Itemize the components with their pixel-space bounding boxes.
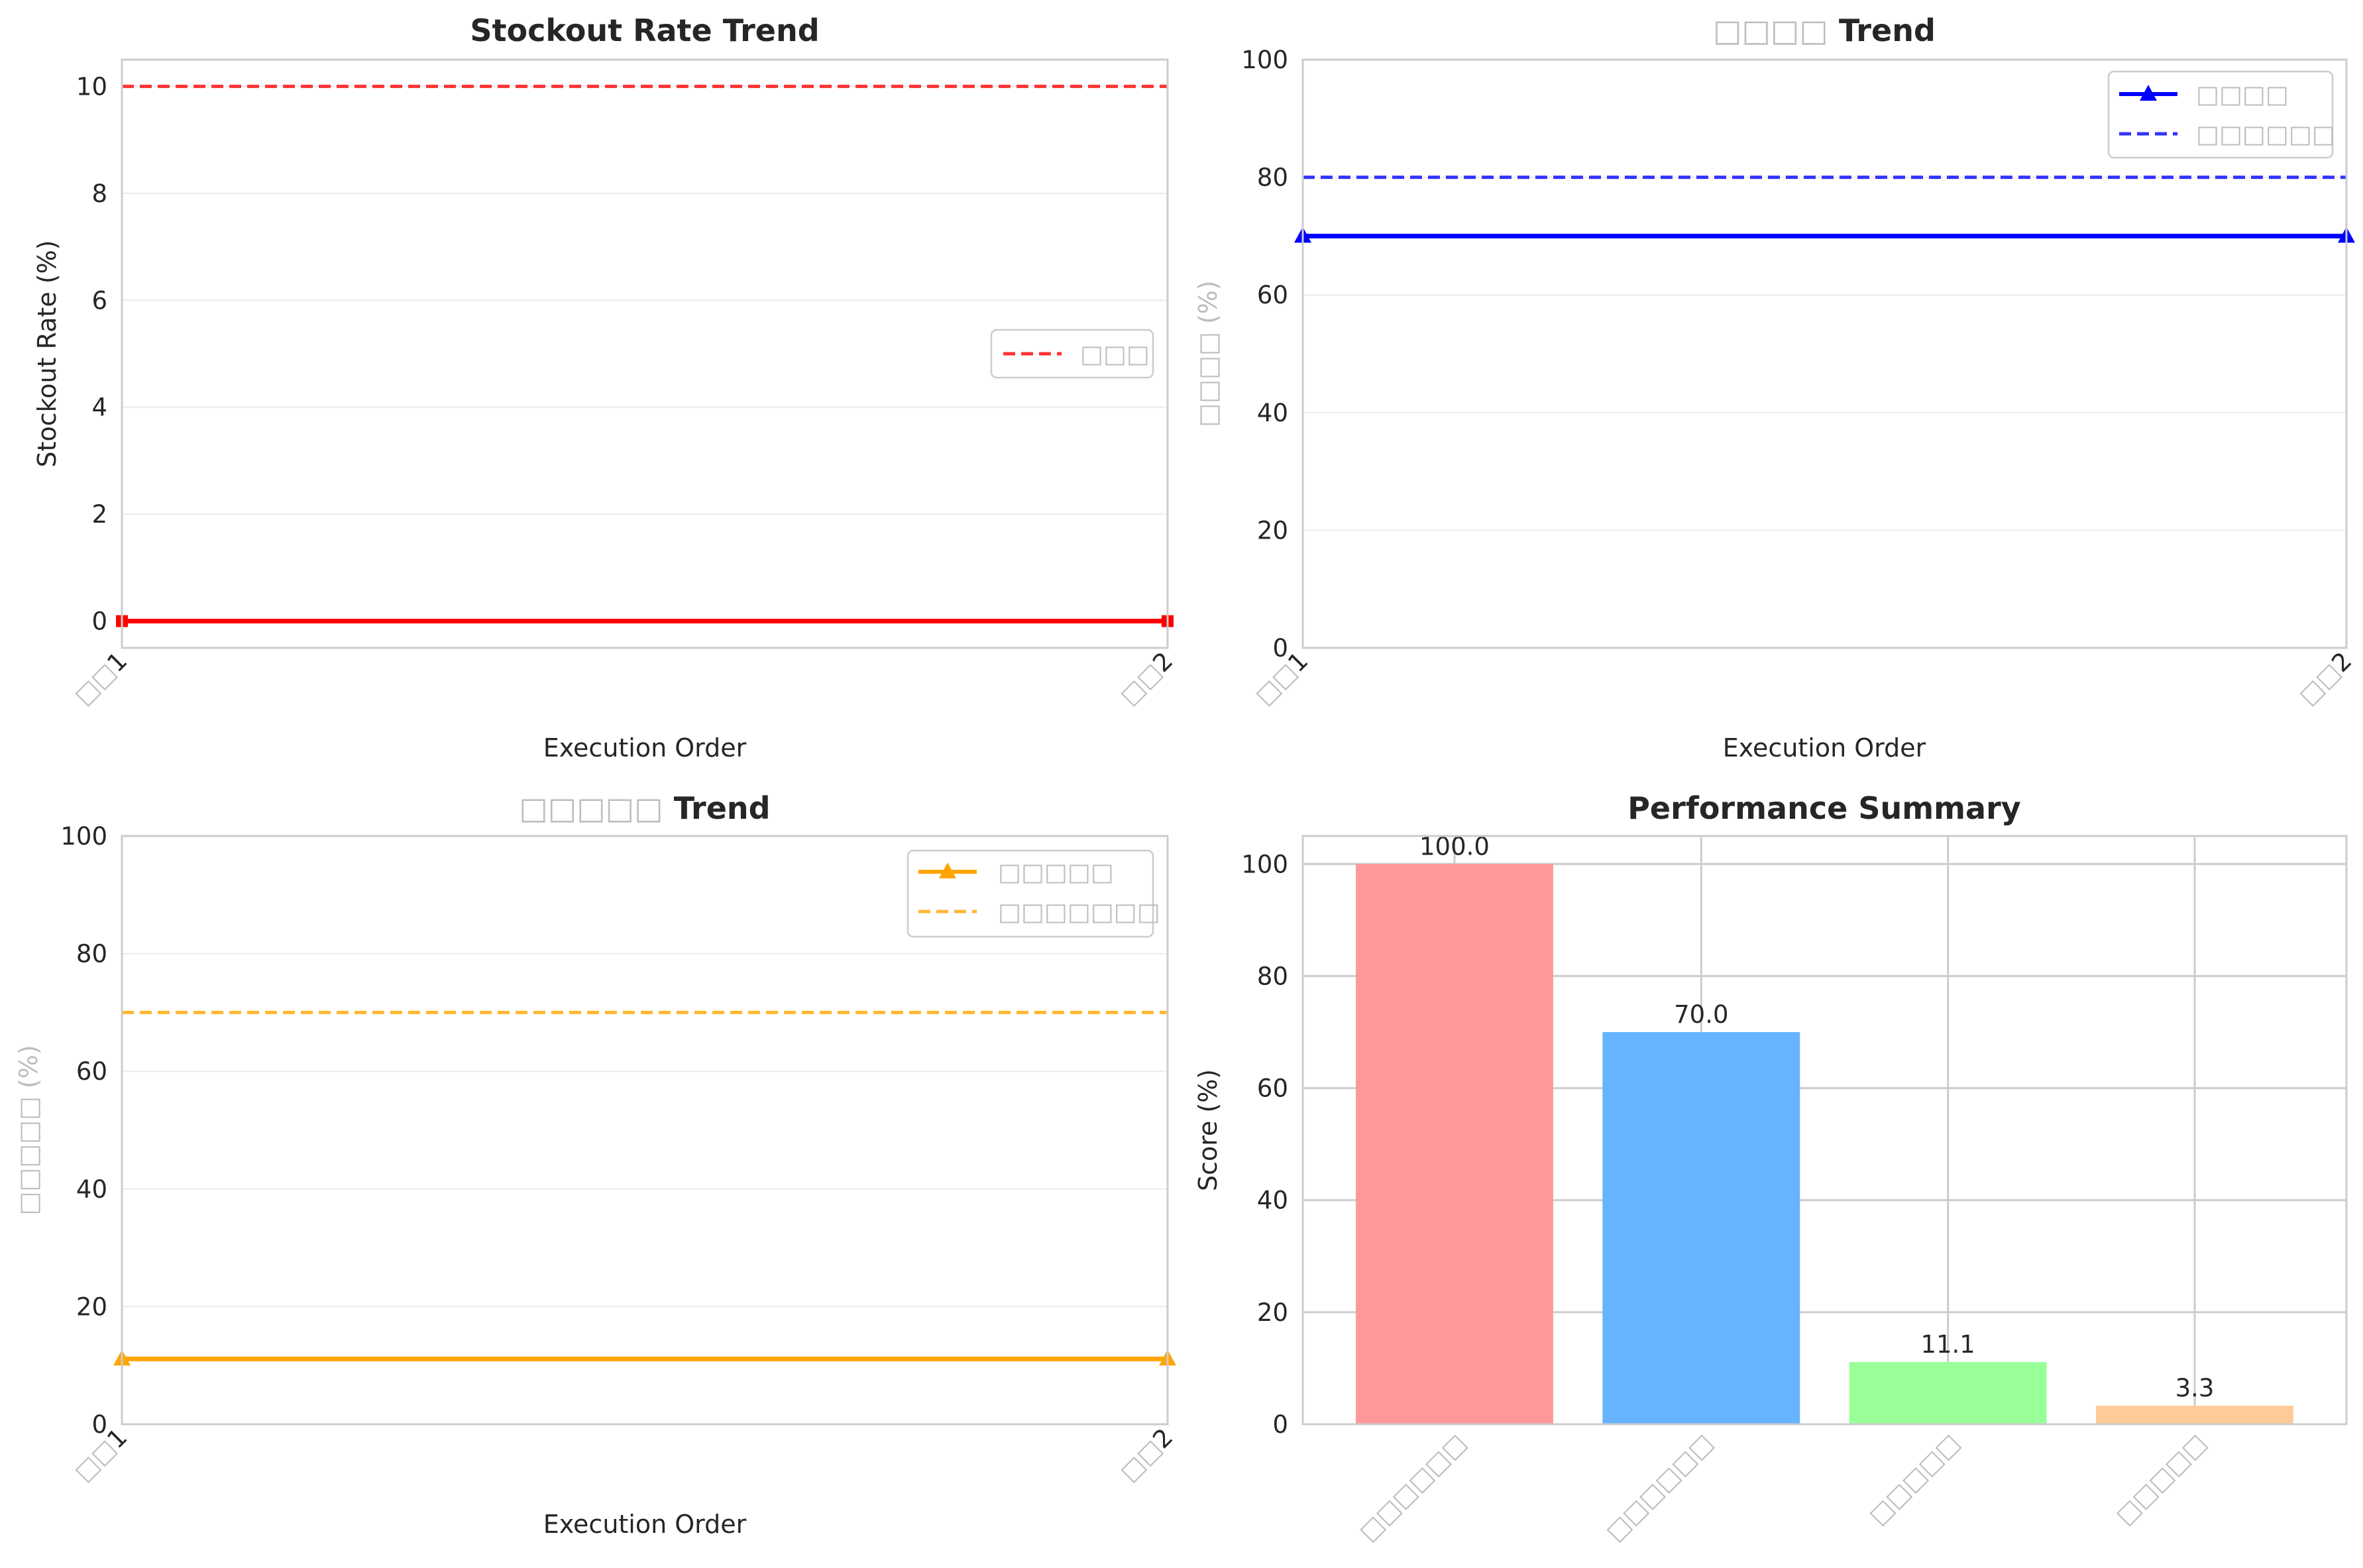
stockout-y-tick-label: 4 — [91, 393, 107, 422]
performance-x-tick-label: □□□□□□ — [1600, 1428, 1719, 1547]
top-right-y-tick-label: 20 — [1257, 516, 1288, 545]
stockout-y-tick-label: 0 — [91, 607, 107, 636]
performance-bar-value-label: 70.0 — [1674, 1000, 1728, 1029]
bottom-left-x-axis-label: Execution Order — [543, 1510, 747, 1539]
stockout-x-tick-label: □□2 — [1115, 647, 1178, 710]
performance-bar — [1602, 1032, 1800, 1424]
top-right-y-tick-label: 40 — [1257, 399, 1288, 427]
performance-y-axis-label: Score (%) — [1193, 1069, 1223, 1191]
performance-bar — [1849, 1362, 2047, 1424]
bottom-left-y-tick-label: 20 — [76, 1292, 107, 1321]
performance-y-tick-label: 80 — [1257, 962, 1288, 990]
stockout-y-tick-label: 2 — [91, 500, 107, 529]
bottom-left-legend-series-label: □□□□□ — [998, 858, 1114, 886]
performance-y-tick-label: 20 — [1257, 1298, 1288, 1327]
top-right-legend: □□□□ □□□□□□ — [2107, 70, 2335, 159]
performance-x-tick-label: □□□□□ — [1863, 1428, 1965, 1530]
performance-summary-panel: Performance Summary 100.070.011.13.3 020… — [1193, 790, 2348, 1547]
bottom-left-y-tick-label: 80 — [76, 940, 107, 968]
stockout-x-axis-label: Execution Order — [543, 733, 747, 762]
performance-y-tick-label: 100 — [1241, 850, 1288, 878]
bottom-left-chart-title: □□□□□ Trend — [519, 790, 770, 826]
performance-summary-title: Performance Summary — [1627, 790, 2021, 826]
bottom-left-plot-frame — [121, 835, 1169, 1426]
bottom-left-legend-target-label: □□□□□□□ — [998, 898, 1160, 926]
stockout-rate-panel: Stockout Rate Trend 0 2 4 6 8 10 □□1 □□2 Stock… — [32, 13, 1178, 762]
performance-bar-value-label: 11.1 — [1920, 1330, 1975, 1359]
top-right-y-axis-label: □□□□ (%) — [1193, 280, 1223, 427]
top-right-x-tick-label: □□2 — [2293, 647, 2357, 710]
stockout-legend: □□□ — [990, 329, 1154, 379]
bottom-left-y-tick-label: 40 — [76, 1175, 107, 1204]
performance-bar — [2096, 1406, 2293, 1424]
bottom-left-y-tick-label: 60 — [76, 1057, 107, 1086]
top-right-plot-frame — [1301, 58, 2348, 649]
bottom-left-legend: □□□□□ □□□□□□□ — [907, 849, 1160, 938]
bottom-left-y-tick-label: 0 — [91, 1410, 107, 1439]
top-right-legend-series-label: □□□□ — [2196, 80, 2289, 109]
performance-x-tick-label: □□□□□ — [2110, 1428, 2212, 1530]
stockout-y-tick-label: 10 — [76, 72, 107, 101]
top-right-y-tick-label: 0 — [1272, 634, 1288, 662]
bottom-left-x-tick-label: □□2 — [1115, 1423, 1178, 1487]
top-right-chart-title: □□□□ Trend — [1713, 13, 1936, 48]
stockout-y-tick-label: 6 — [91, 286, 107, 315]
stockout-plot-frame — [121, 58, 1169, 649]
performance-bar — [1356, 864, 1553, 1424]
bottom-left-y-tick-label: 100 — [60, 822, 107, 851]
top-right-y-tick-label: 60 — [1257, 281, 1288, 309]
top-right-y-tick-label: 80 — [1257, 164, 1288, 192]
performance-plot-frame — [1301, 835, 2348, 1426]
performance-x-tick-label: □□□□□□ — [1354, 1428, 1472, 1547]
top-right-x-axis-label: Execution Order — [1723, 733, 1926, 762]
top-right-legend-target-label: □□□□□□ — [2196, 120, 2335, 148]
stockout-chart-title: Stockout Rate Trend — [470, 13, 819, 48]
performance-y-tick-label: 0 — [1272, 1410, 1288, 1439]
performance-y-tick-label: 60 — [1257, 1074, 1288, 1103]
stockout-y-tick-label: 8 — [91, 180, 107, 208]
stockout-legend-label: □□□ — [1080, 340, 1150, 368]
performance-bar-value-label: 3.3 — [2175, 1374, 2215, 1402]
stockout-y-axis-label: Stockout Rate (%) — [32, 240, 62, 467]
bottom-left-y-axis-label: □□□□□ (%) — [14, 1045, 43, 1215]
performance-y-tick-label: 40 — [1257, 1186, 1288, 1215]
stockout-x-tick-label: □□1 — [69, 647, 133, 710]
top-right-y-tick-label: 100 — [1241, 46, 1288, 74]
